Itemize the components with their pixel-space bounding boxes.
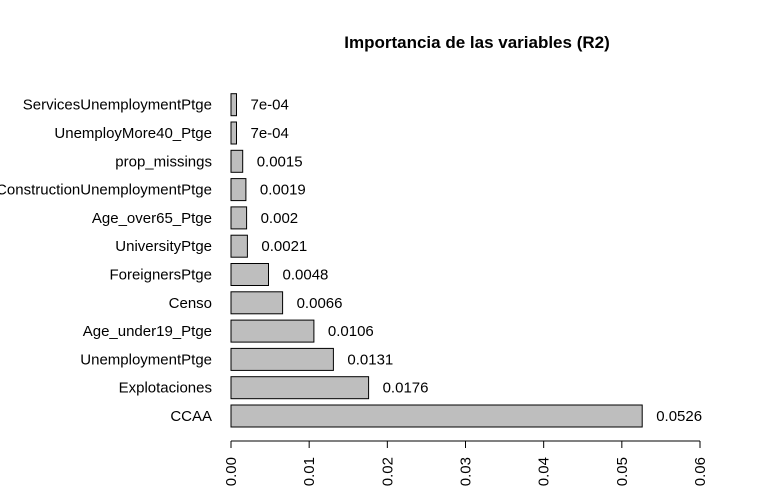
category-label: UnemploymentPtge — [80, 351, 212, 368]
bar-explotaciones — [230, 376, 370, 400]
category-label: Censo — [169, 295, 212, 312]
category-label: ServicesUnemploymentPtge — [23, 97, 212, 114]
category-label: UniversityPtge — [115, 238, 212, 255]
data-label: 0.0019 — [260, 182, 306, 199]
x-tick-label: 0.00 — [223, 457, 240, 486]
data-label: 0.0066 — [297, 295, 343, 312]
x-tick-label: 0.03 — [458, 457, 475, 486]
data-label: 0.0131 — [347, 351, 393, 368]
x-tick-label: 0.05 — [614, 457, 631, 486]
x-tick-label: 0.06 — [692, 457, 709, 486]
category-label: Age_under19_Ptge — [83, 323, 212, 340]
data-label: 0.002 — [261, 210, 299, 227]
data-label: 7e-04 — [251, 97, 289, 114]
x-tick-label: 0.04 — [536, 457, 553, 486]
bar-constructionunemploymentptge — [230, 178, 247, 202]
x-tick-label: 0.02 — [379, 457, 396, 486]
data-label: 0.0526 — [656, 408, 702, 425]
bar-age-over65-ptge — [230, 206, 248, 230]
bar-universityptge — [230, 234, 248, 258]
category-label: CCAA — [170, 408, 212, 425]
bar-foreignersptge — [230, 263, 269, 286]
category-label: ConstructionUnemploymentPtge — [0, 182, 212, 199]
bar-unemploymentptge — [230, 347, 334, 371]
bars-group: CCAA 0.0526 Explotaciones 0.0176 Unemploymen… — [0, 93, 702, 428]
data-label: 0.0176 — [383, 380, 429, 397]
bar-servicesunemploymentptge — [230, 93, 237, 117]
data-label: 0.0048 — [283, 267, 329, 284]
bar-prop-missings — [230, 149, 244, 173]
bar-censo — [230, 291, 284, 315]
category-label: ForeignersPtge — [109, 267, 212, 284]
bar-ccaa — [230, 404, 643, 428]
data-label: 0.0106 — [328, 323, 374, 340]
category-label: Explotaciones — [119, 380, 212, 397]
x-tick-label: 0.01 — [301, 457, 318, 486]
data-label: 0.0021 — [261, 238, 307, 255]
category-label: prop_missings — [115, 153, 212, 170]
x-axis: 0.00 0.01 0.02 0.03 0.04 0.05 0.06 — [223, 440, 709, 486]
category-label: Age_over65_Ptge — [92, 210, 212, 227]
bar-unemploymore40-ptge — [230, 121, 237, 145]
chart-title: Importancia de las variables (R2) — [344, 33, 610, 52]
data-label: 0.0015 — [257, 153, 303, 170]
data-label: 7e-04 — [251, 125, 289, 142]
category-label: UnemployMore40_Ptge — [54, 125, 212, 142]
bar-age-under19-ptge — [230, 319, 315, 343]
